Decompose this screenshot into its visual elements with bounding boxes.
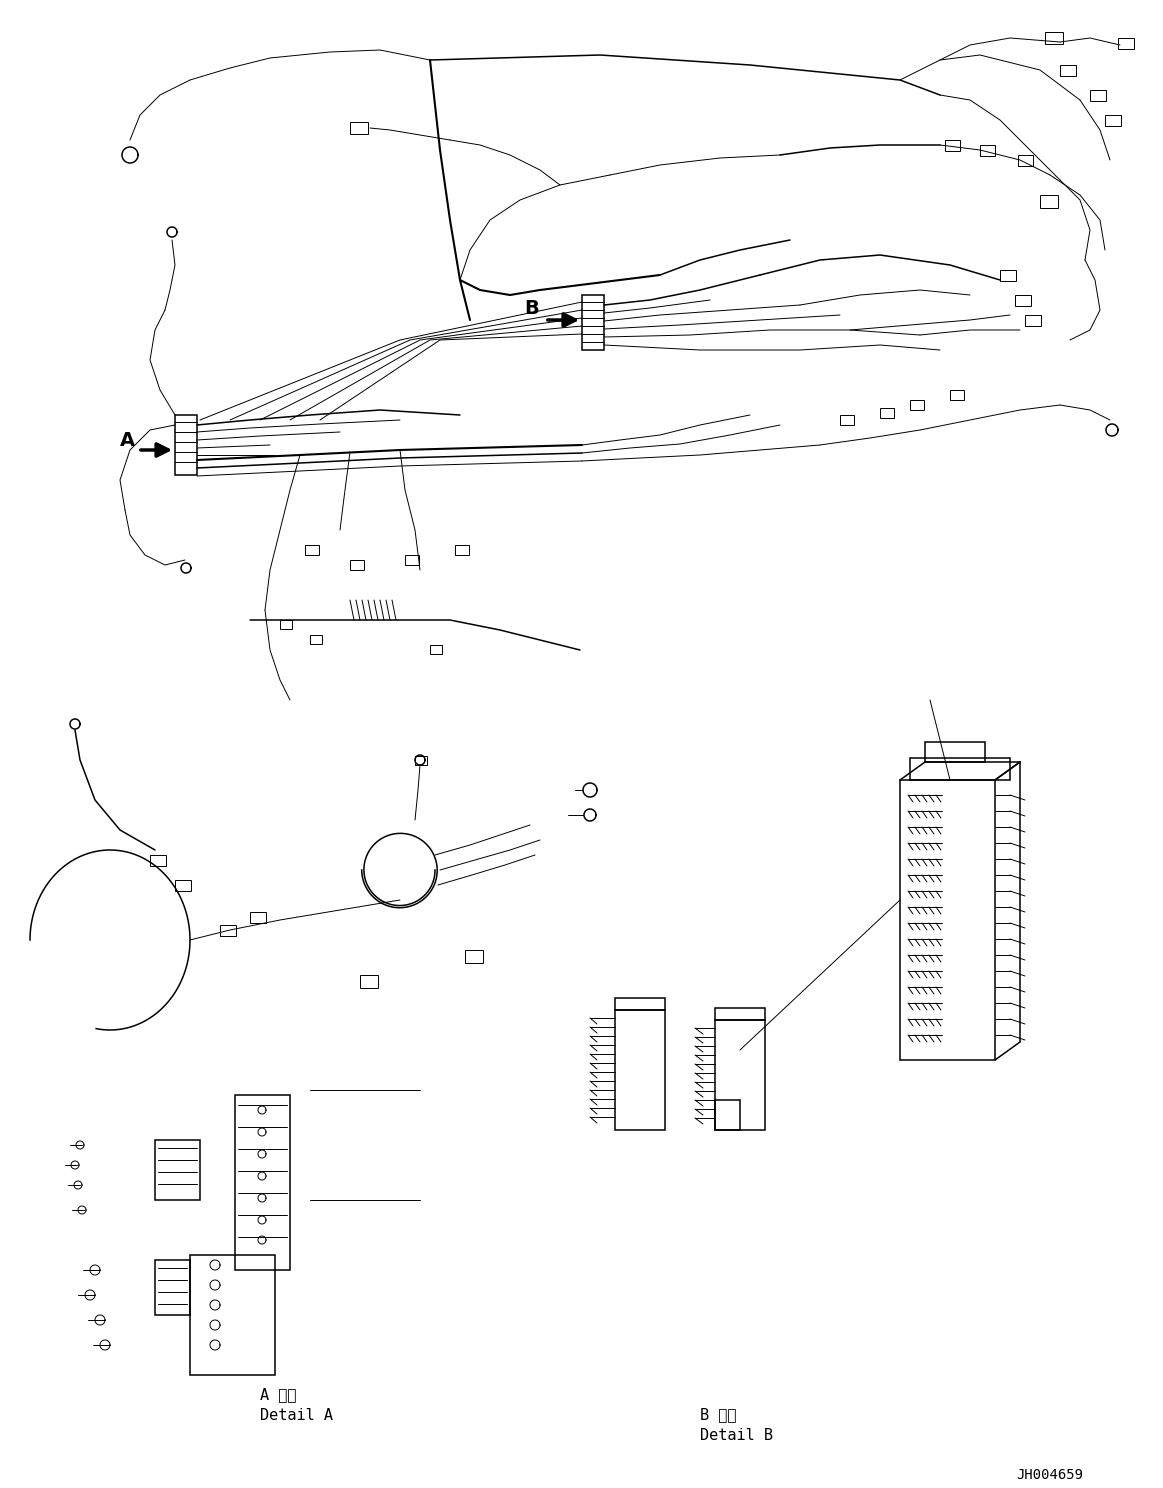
Bar xyxy=(465,949,483,963)
Bar xyxy=(174,879,191,891)
Text: A: A xyxy=(120,430,135,449)
Text: B 詳細: B 詳細 xyxy=(700,1408,736,1423)
Bar xyxy=(880,408,894,418)
Bar xyxy=(1118,39,1134,49)
Bar xyxy=(715,1019,765,1129)
Bar xyxy=(280,620,292,629)
Bar xyxy=(1040,195,1058,208)
Bar xyxy=(715,1100,740,1129)
Text: Detail A: Detail A xyxy=(261,1408,333,1423)
Bar xyxy=(1025,315,1041,326)
Bar xyxy=(430,644,442,655)
Bar xyxy=(361,975,378,988)
Text: A 詳細: A 詳細 xyxy=(261,1387,297,1403)
Bar xyxy=(405,555,419,565)
Bar xyxy=(190,1254,274,1375)
Bar xyxy=(155,1260,190,1315)
Bar xyxy=(220,926,236,936)
Bar xyxy=(1059,65,1076,76)
Bar xyxy=(909,757,1009,780)
Bar xyxy=(925,743,985,762)
Bar xyxy=(909,400,923,411)
Bar xyxy=(900,780,996,1059)
Bar xyxy=(1046,33,1063,45)
Bar xyxy=(582,295,604,350)
Bar xyxy=(980,144,996,156)
Bar xyxy=(1105,115,1121,126)
Text: Detail B: Detail B xyxy=(700,1427,773,1442)
Bar xyxy=(615,998,665,1010)
Bar xyxy=(950,390,964,400)
Bar xyxy=(840,415,854,426)
Bar xyxy=(155,1140,200,1199)
Bar xyxy=(455,545,469,555)
Bar xyxy=(415,756,427,765)
Bar xyxy=(1090,89,1106,101)
Text: B: B xyxy=(525,299,540,317)
Bar xyxy=(946,140,959,150)
Bar xyxy=(1015,295,1032,307)
Bar xyxy=(250,912,266,923)
Bar xyxy=(305,545,319,555)
Bar xyxy=(350,122,368,134)
Text: JH004659: JH004659 xyxy=(1016,1469,1084,1482)
Bar xyxy=(350,559,364,570)
Bar xyxy=(150,856,166,866)
Bar xyxy=(174,415,197,475)
Bar xyxy=(1000,269,1016,281)
Bar xyxy=(615,1010,665,1129)
Bar xyxy=(311,635,322,644)
Bar xyxy=(715,1007,765,1019)
Bar xyxy=(1018,155,1033,167)
Bar xyxy=(235,1095,290,1269)
